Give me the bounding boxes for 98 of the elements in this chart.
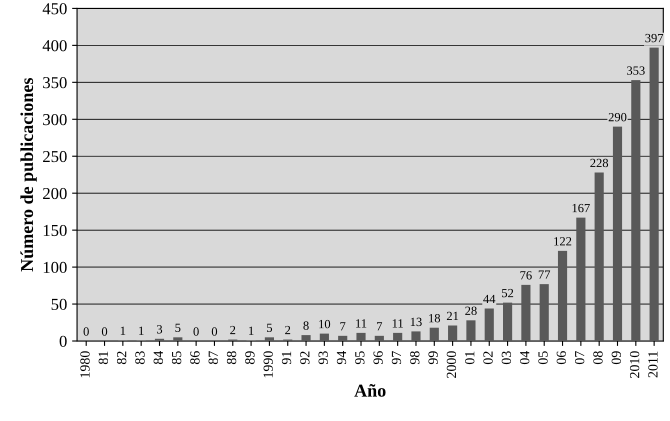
x-tick-label: 91 [282,352,292,364]
data-label: 0 [84,327,89,336]
y-tick-label: 0 [60,336,67,347]
y-axis-title: Número de publicaciones [20,78,37,272]
data-label: 290 [608,112,626,122]
bar [338,336,348,342]
x-tick-label: 83 [135,351,145,364]
y-tick-label: 50 [52,298,67,310]
bar [612,126,622,342]
y-tick-label: 400 [42,40,67,52]
x-tick-label: 81 [98,352,108,364]
bar [650,48,659,342]
y-tick-label: 350 [43,77,67,88]
bar [411,331,421,342]
data-label: 353 [627,66,645,75]
y-tick-label: 300 [43,114,67,126]
data-label: 52 [502,288,514,298]
x-tick-label: 87 [208,351,218,364]
y-tick-label: 100 [44,262,67,274]
data-label: 10 [319,320,330,328]
data-label: 2 [230,326,236,334]
x-tick-label: 92 [300,352,310,364]
x-tick-label: 89 [245,351,255,364]
data-label: 8 [303,321,309,330]
x-tick-label: 86 [190,351,200,364]
data-label: 5 [267,324,272,332]
x-tick-label: 06 [556,351,566,364]
bar [502,302,512,342]
data-label: 18 [429,314,440,322]
data-label: 0 [102,327,108,336]
x-tick-label: 01 [465,352,474,364]
x-tick-label: 93 [318,351,328,364]
x-tick-label: 97 [392,351,402,364]
data-label: 21 [446,312,458,320]
data-label: 167 [572,204,590,212]
y-tick-label: 200 [43,188,67,200]
x-tick-label: 82 [116,352,126,364]
data-label: 28 [465,306,477,315]
bar [173,337,182,342]
x-tick-label: 05 [538,351,548,364]
bar [521,284,530,342]
bar [576,218,586,342]
x-tick-label: 2011 [648,352,658,378]
bar [466,320,476,342]
data-label: 1 [120,326,126,335]
data-label: 0 [193,327,199,336]
bar [430,328,439,342]
data-label: 5 [175,324,180,332]
bar [540,284,549,342]
bar [393,332,402,342]
x-tick-label: 88 [226,351,236,364]
x-tick-label: 2000 [446,351,456,378]
x-tick-label: 09 [612,351,621,364]
data-label: 44 [483,294,496,304]
data-label: 7 [340,322,346,330]
bar [356,332,366,342]
bar [264,337,274,342]
data-label: 1 [139,326,144,335]
bar [558,250,568,342]
data-label: 3 [156,325,162,334]
x-tick-label: 96 [373,351,383,364]
data-label: 228 [590,158,608,168]
x-tick-label: 02 [483,352,493,364]
x-tick-label: 08 [593,351,603,364]
x-tick-label: 04 [520,350,530,364]
x-tick-label: 07 [574,351,584,364]
x-tick-label: 85 [172,351,182,364]
y-tick-label: 150 [44,224,67,236]
bar [631,80,640,342]
x-tick-label: 1980 [80,351,90,378]
y-tick-label: 250 [43,150,67,162]
data-label: 7 [377,322,382,330]
data-label: 11 [392,319,403,328]
x-tick-label: 2010 [630,351,640,378]
y-tick-label: 450 [42,3,67,14]
data-label: 2 [285,326,290,334]
data-label: 0 [212,327,218,336]
x-tick-label: 99 [428,351,438,364]
x-tick-label: 03 [502,351,512,364]
data-label: 122 [554,237,572,246]
data-label: 397 [645,34,664,42]
data-label: 13 [410,318,422,326]
bar [448,325,458,342]
x-tick-label: 95 [355,351,364,364]
x-tick-label: 98 [410,351,420,364]
data-label: 1 [249,326,254,335]
data-label: 77 [538,270,550,279]
bar [320,334,329,342]
data-label: 11 [356,319,366,328]
x-tick-label: 1990 [264,351,273,378]
bar [594,172,604,342]
x-tick-label: 94 [336,350,346,364]
data-label: 76 [520,271,532,280]
bar [374,336,384,342]
x-tick-label: 84 [154,350,163,364]
x-axis-title: Año [354,384,386,397]
bar [484,308,494,342]
bar [301,335,311,342]
